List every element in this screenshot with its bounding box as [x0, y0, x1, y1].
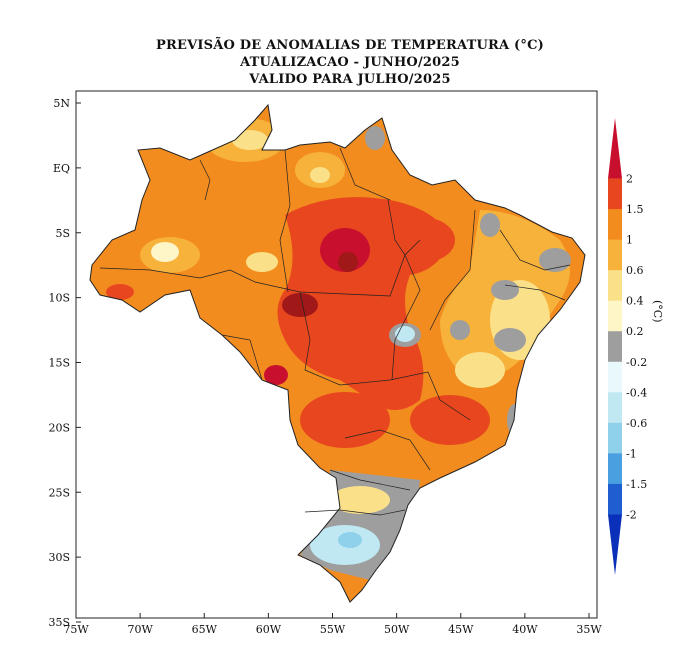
- colorbar-tick-label: 2: [626, 173, 633, 186]
- colorbar-tick-label: 0.4: [626, 295, 644, 308]
- anomaly-patch-neutral: [494, 328, 526, 352]
- latitude-tick-label: 10S: [48, 292, 70, 305]
- longitude-tick-label: 35W: [576, 623, 602, 636]
- anomaly-patch-very-warm: [410, 395, 490, 445]
- colorbar-swatch: [608, 270, 622, 302]
- anomaly-patch-extreme: [338, 252, 358, 272]
- longitude-tick-label: 55W: [320, 623, 346, 636]
- colorbar-swatch: [608, 361, 622, 393]
- latitude-axis: 5N EQ 5S 10S 15S 20S 25S 30S 35S: [48, 97, 81, 629]
- colorbar-swatch: [608, 483, 622, 515]
- anomaly-patch-neutral: [491, 280, 519, 300]
- longitude-tick-label: 50W: [384, 623, 410, 636]
- anomaly-patch-cool: [338, 532, 362, 548]
- state-borders: [99, 147, 571, 516]
- colorbar-tick-label: -0.4: [626, 386, 647, 399]
- colorbar-swatch: [608, 453, 622, 485]
- colorbar-swatch: [608, 209, 622, 241]
- colorbar-tick-label: -0.6: [626, 417, 647, 430]
- anomaly-patch-very-warm: [395, 218, 455, 262]
- anomaly-patch-very-warm: [264, 365, 288, 385]
- colorbar-tick-label: -1: [626, 447, 637, 460]
- anomaly-patch-slight: [151, 242, 179, 262]
- longitude-tick-label: 60W: [256, 623, 282, 636]
- colorbar-swatch: [608, 392, 622, 424]
- anomaly-patch-very-warm: [300, 392, 390, 448]
- anomaly-patch-mild: [310, 167, 330, 183]
- longitude-tick-label: 40W: [512, 623, 538, 636]
- colorbar-tick-label: 0.6: [626, 264, 644, 277]
- anomaly-patch-very-warm: [106, 284, 134, 300]
- latitude-tick-label: 20S: [48, 421, 70, 434]
- anomaly-patch-mild: [246, 252, 278, 272]
- colorbar-tick-label: -1.5: [626, 478, 647, 491]
- colorbar-swatch: [608, 331, 622, 363]
- latitude-tick-label: 30S: [48, 551, 70, 564]
- longitude-tick-label: 70W: [127, 623, 153, 636]
- colorbar: (°C) 2 1.5 1 0.6 0.4 0.2 -0.2 -0.4 -0.6 -1 -1.5 -2: [608, 118, 664, 575]
- anomaly-patch-mild: [232, 130, 268, 150]
- colorbar-swatch: [608, 239, 622, 271]
- latitude-tick-label: 25S: [48, 486, 70, 499]
- map-title-line1: PREVISÃO DE ANOMALIAS DE TEMPERATURA (°C…: [156, 38, 544, 53]
- anomaly-patch-neutral: [480, 213, 500, 237]
- colorbar-tick-label: -2: [626, 508, 637, 521]
- map-title-line2: ATUALIZACAO - JUNHO/2025: [240, 55, 460, 70]
- colorbar-swatch: [608, 300, 622, 332]
- map-title-line3: VALIDO PARA JULHO/2025: [249, 72, 451, 87]
- colorbar-swatch: [608, 514, 622, 575]
- colorbar-unit-label: (°C): [651, 300, 664, 323]
- colorbar-tick-label: 1.5: [626, 203, 644, 216]
- latitude-tick-label: 35S: [48, 616, 70, 629]
- colorbar-swatch: [608, 178, 622, 210]
- latitude-tick-label: 15S: [48, 357, 70, 370]
- anomaly-patch-neutral: [539, 248, 571, 272]
- anomaly-patch-neutral: [450, 320, 470, 340]
- latitude-tick-label: 5S: [55, 227, 70, 240]
- longitude-tick-label: 75W: [63, 623, 89, 636]
- longitude-tick-label: 65W: [192, 623, 218, 636]
- colorbar-tick-label: 1: [626, 234, 633, 247]
- anomaly-patch-mild: [330, 486, 390, 514]
- colorbar-tick-label: -0.2: [626, 356, 647, 369]
- anomaly-patch-mild: [455, 352, 505, 388]
- latitude-tick-label: EQ: [53, 162, 70, 175]
- anomaly-patch-neutral: [365, 126, 385, 150]
- colorbar-tick-label: 0.2: [626, 325, 644, 338]
- longitude-axis: 75W 70W 65W 60W 55W 50W 45W 40W 35W: [63, 613, 602, 636]
- longitude-tick-label: 45W: [448, 623, 474, 636]
- anomaly-patch-extreme: [282, 293, 318, 317]
- colorbar-swatch: [608, 422, 622, 454]
- colorbar-swatch: [608, 118, 622, 179]
- latitude-tick-label: 5N: [53, 97, 70, 110]
